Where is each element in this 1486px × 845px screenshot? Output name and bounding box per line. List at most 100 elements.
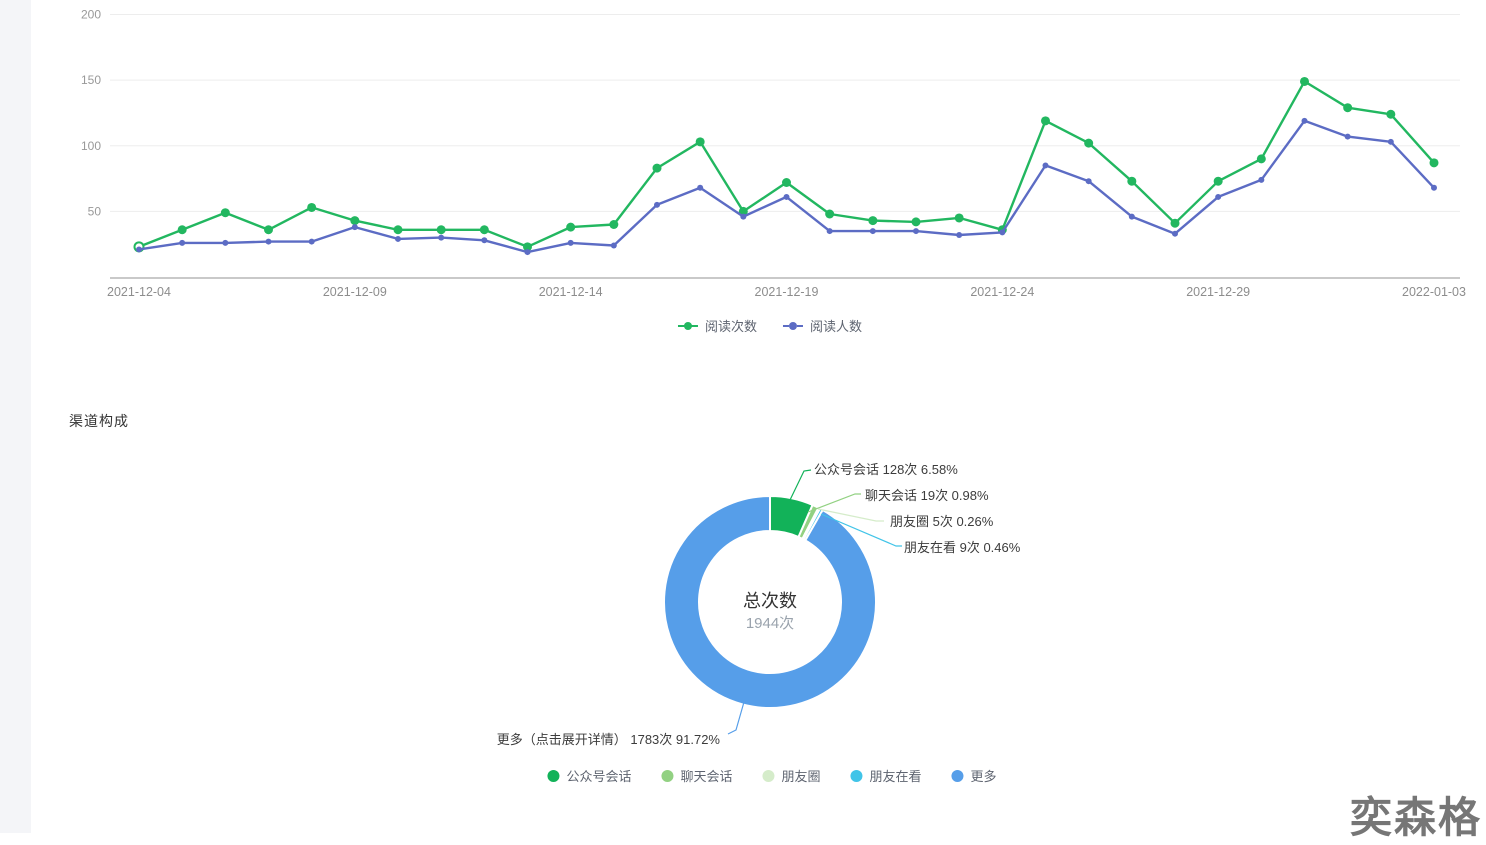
- line-legend-marker-icon: [677, 321, 698, 331]
- watermark-logo: 奕森格: [1349, 794, 1482, 841]
- data-point: [566, 222, 576, 232]
- data-point: [1344, 133, 1351, 140]
- data-point: [1085, 178, 1092, 185]
- data-point: [264, 225, 273, 235]
- data-point: [1128, 213, 1135, 220]
- data-point: [1215, 193, 1222, 200]
- data-point: [1300, 76, 1309, 86]
- donut-legend-dot-icon: [762, 769, 775, 782]
- data-point: [393, 225, 403, 235]
- donut-legend-dot-icon: [951, 769, 964, 782]
- data-point: [1172, 230, 1178, 237]
- donut-legend-item-0[interactable]: 公众号会话: [547, 766, 631, 785]
- donut-legend-item-2[interactable]: 朋友圈: [762, 766, 821, 785]
- data-point: [1431, 184, 1437, 191]
- x-axis-tick-label: 2021-12-04: [107, 285, 171, 299]
- data-point: [911, 217, 921, 227]
- series-line-0: [138, 80, 1435, 249]
- donut-legend-item-4[interactable]: 更多: [951, 766, 997, 785]
- callout-leader-line: [820, 513, 902, 547]
- x-axis-tick-label: 2021-12-19: [755, 285, 819, 299]
- read-trend-chart[interactable]: 50 100 150 200 2021-12-04 2021-12-09 2021-12-1…: [0, 0, 1486, 345]
- channel-donut-plot: 总次数 1944次 公众号会话 128次 6.58% 聊天会话 19次 0.98% 朋友…: [497, 462, 1021, 747]
- data-point: [220, 208, 230, 218]
- line-legend-item-1[interactable]: 阅读人数: [783, 316, 862, 335]
- x-axis-tick-label: 2022-01-03: [1402, 285, 1466, 299]
- section-title-channel: 渠道构成: [69, 413, 129, 429]
- data-point: [740, 213, 747, 220]
- y-axis-tick-label: 150: [81, 73, 101, 87]
- data-point: [652, 163, 662, 173]
- data-point: [826, 228, 833, 235]
- donut-center-value: 1944次: [746, 615, 794, 632]
- data-point: [956, 232, 963, 238]
- callout-leader-line: [817, 508, 884, 522]
- donut-legend-label: 聊天会话: [680, 769, 733, 784]
- donut-legend-label: 朋友在看: [869, 769, 922, 784]
- data-point: [1127, 176, 1137, 186]
- data-point: [1301, 117, 1308, 124]
- data-point: [654, 201, 660, 208]
- donut-callout-label-1: 聊天会话 19次 0.98%: [865, 488, 989, 503]
- donut-legend-label: 朋友圈: [781, 769, 821, 784]
- donut-legend-label: 公众号会话: [566, 769, 632, 784]
- data-point: [783, 193, 790, 200]
- data-point: [307, 202, 317, 212]
- data-point: [438, 234, 445, 241]
- data-point: [351, 224, 358, 231]
- data-point: [1170, 218, 1180, 228]
- data-point: [1042, 162, 1049, 169]
- donut-callout-label-2: 朋友圈 5次 0.26%: [890, 514, 994, 529]
- channel-donut-chart[interactable]: 总次数 1944次 公众号会话 128次 6.58% 聊天会话 19次 0.98% 朋友…: [0, 440, 1486, 775]
- data-point: [695, 137, 705, 147]
- y-axis-tick-label: 50: [88, 204, 102, 218]
- data-point: [265, 238, 272, 245]
- line-chart-legend: 阅读次数 阅读人数: [677, 316, 862, 335]
- data-point: [1387, 138, 1394, 145]
- data-point: [179, 239, 186, 246]
- data-point: [825, 209, 835, 219]
- data-point: [1429, 158, 1439, 168]
- line-legend-label: 阅读人数: [810, 319, 863, 334]
- data-point: [610, 242, 617, 249]
- data-point: [869, 228, 876, 235]
- x-axis-tick-label: 2021-12-29: [1186, 285, 1250, 299]
- data-point: [479, 225, 489, 235]
- data-point: [738, 206, 748, 216]
- y-axis-tick-label: 100: [81, 139, 101, 153]
- donut-legend: 公众号会话 聊天会话 朋友圈 朋友在看 更多: [547, 766, 997, 785]
- donut-callout-label-4[interactable]: 更多（点击展开详情） 1783次 91.72%: [497, 732, 721, 747]
- data-point: [1213, 176, 1223, 186]
- donut-center-label: 总次数: [743, 591, 797, 611]
- callout-leader-line: [789, 469, 812, 501]
- data-point: [177, 225, 187, 235]
- data-point: [308, 238, 315, 245]
- donut-legend-dot-icon: [850, 769, 863, 782]
- y-axis-tick-label: 200: [81, 8, 101, 22]
- x-axis-tick-label: 2021-12-24: [970, 285, 1034, 299]
- callout-leader-line: [807, 493, 861, 513]
- data-point: [436, 225, 446, 235]
- left-sidebar-strip: [0, 0, 31, 833]
- data-point: [222, 239, 229, 246]
- data-point: [1084, 138, 1094, 148]
- data-point: [782, 178, 791, 187]
- line-legend-item-0[interactable]: 阅读次数: [677, 316, 757, 335]
- data-point: [999, 229, 1006, 236]
- data-point: [395, 235, 401, 242]
- line-legend-label: 阅读次数: [704, 319, 757, 334]
- data-point: [913, 228, 919, 235]
- donut-slice-4[interactable]: [663, 494, 877, 709]
- data-point: [954, 213, 964, 223]
- donut-callout-label-0: 公众号会话 128次 6.58%: [814, 462, 958, 477]
- data-point: [136, 246, 142, 253]
- data-point: [1343, 103, 1353, 113]
- data-point: [1256, 154, 1266, 164]
- donut-legend-item-3[interactable]: 朋友在看: [850, 766, 922, 785]
- data-point: [868, 216, 878, 226]
- donut-legend-item-1[interactable]: 聊天会话: [661, 766, 732, 785]
- x-axis-tick-label: 2021-12-14: [539, 285, 603, 299]
- donut-legend-dot-icon: [661, 769, 674, 782]
- data-point: [567, 239, 574, 246]
